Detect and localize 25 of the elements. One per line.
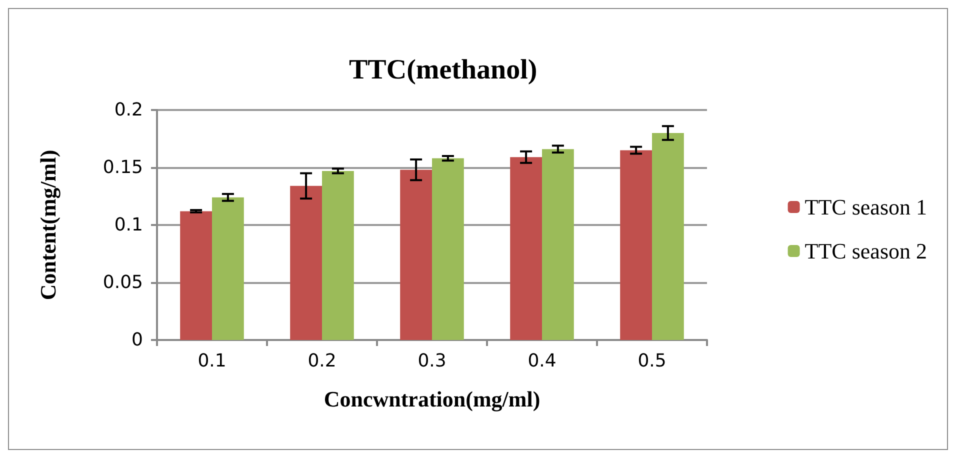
y-tick-label: 0.1 bbox=[114, 214, 143, 236]
x-tick-label: 0.2 bbox=[308, 350, 336, 372]
bar bbox=[290, 186, 322, 340]
bar bbox=[652, 133, 684, 340]
bar bbox=[180, 211, 212, 340]
y-tick-label: 0.15 bbox=[102, 157, 143, 178]
bar bbox=[322, 170, 354, 340]
bar bbox=[212, 197, 244, 340]
x-axis-title: Concwntration(mg/ml) bbox=[324, 386, 540, 412]
bar bbox=[510, 157, 542, 340]
x-tick-label: 0.5 bbox=[638, 350, 666, 372]
y-tick-label: 0.2 bbox=[114, 100, 143, 120]
x-tick-label: 0.4 bbox=[528, 350, 556, 372]
y-axis-title: Content(mg/ml) bbox=[36, 150, 60, 300]
bar bbox=[400, 170, 432, 340]
legend-label: TTC season 1 bbox=[804, 194, 927, 220]
chart-title: TTC(methanol) bbox=[349, 54, 538, 86]
x-tick-label: 0.3 bbox=[418, 350, 446, 372]
y-tick-label: 0 bbox=[132, 330, 143, 350]
bar bbox=[542, 149, 574, 340]
legend-label: TTC season 2 bbox=[804, 238, 927, 264]
x-tick-label: 0.1 bbox=[198, 350, 226, 372]
bar bbox=[432, 158, 464, 340]
bar bbox=[620, 150, 652, 340]
y-tick-label: 0.05 bbox=[102, 272, 143, 293]
